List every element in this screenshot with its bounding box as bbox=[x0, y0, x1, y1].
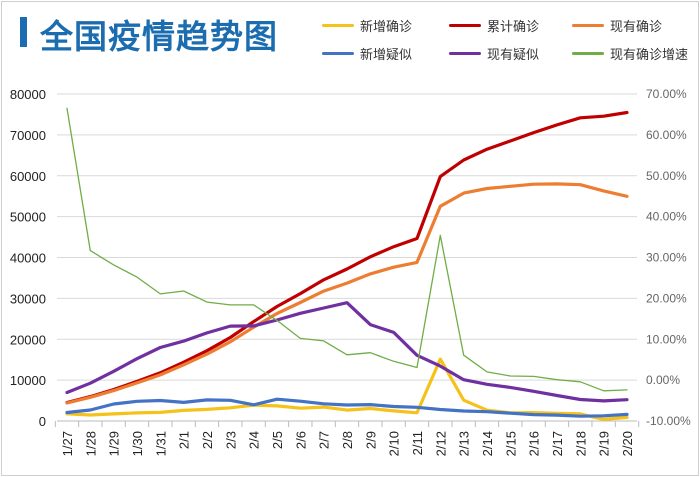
legend-swatch bbox=[449, 52, 481, 55]
y2-tick-label: 60.00% bbox=[646, 128, 687, 142]
x-tick-label: 2/18 bbox=[573, 431, 588, 456]
x-tick-label: 2/1 bbox=[177, 431, 192, 449]
legend-item: 现有确诊增速 bbox=[572, 44, 688, 63]
y2-tick-label: 50.00% bbox=[646, 169, 687, 183]
y2-tick-label: 0.00% bbox=[646, 373, 680, 387]
series-line-现有确诊 bbox=[65, 182, 629, 405]
title-accent-bar bbox=[20, 17, 27, 47]
legend-item: 现有疑似 bbox=[449, 44, 539, 63]
x-tick-label: 2/5 bbox=[270, 431, 285, 449]
x-tick-label: 2/15 bbox=[503, 431, 518, 456]
x-tick-label: 2/12 bbox=[433, 431, 448, 456]
x-tick-label: 2/7 bbox=[317, 431, 332, 449]
series-line-累计确诊 bbox=[65, 110, 629, 405]
x-tick-label: 2/20 bbox=[620, 431, 635, 456]
x-tick-label: 1/30 bbox=[130, 431, 145, 456]
legend-item: 新增疑似 bbox=[322, 44, 412, 63]
y2-tick-label: 70.00% bbox=[646, 87, 687, 101]
legend-label: 现有疑似 bbox=[487, 48, 540, 63]
y-tick-label: 60000 bbox=[10, 169, 46, 184]
legend-item: 现有确诊 bbox=[572, 16, 662, 35]
y-tick-label: 20000 bbox=[10, 332, 46, 347]
legend-label: 累计确诊 bbox=[487, 20, 540, 35]
legend-item: 累计确诊 bbox=[449, 16, 539, 35]
legend-label: 现有确诊 bbox=[610, 20, 663, 35]
y-tick-label: 0 bbox=[39, 414, 46, 429]
x-tick-label: 2/3 bbox=[223, 431, 238, 449]
x-tick-label: 2/2 bbox=[200, 431, 215, 449]
x-tick-label: 2/11 bbox=[410, 431, 425, 455]
x-tick-label: 2/14 bbox=[480, 431, 495, 456]
y-tick-label: 40000 bbox=[10, 251, 46, 266]
x-tick-label: 1/31 bbox=[153, 431, 168, 456]
legend-swatch bbox=[449, 24, 481, 27]
x-tick-label: 2/13 bbox=[457, 431, 472, 456]
y-tick-label: 10000 bbox=[10, 373, 46, 388]
series-line-现有疑似 bbox=[65, 301, 629, 403]
x-tick-label: 1/27 bbox=[60, 431, 75, 456]
legend-swatch bbox=[572, 24, 604, 27]
legend-swatch bbox=[572, 52, 604, 55]
y-tick-label: 50000 bbox=[10, 210, 46, 225]
legend-label: 现有确诊增速 bbox=[610, 48, 689, 63]
series-line-新增疑似 bbox=[65, 397, 629, 418]
y2-tick-label: 30.00% bbox=[646, 251, 687, 265]
x-tick-label: 2/19 bbox=[597, 431, 612, 456]
x-tick-label: 2/6 bbox=[293, 431, 308, 449]
x-tick-label: 2/9 bbox=[363, 431, 378, 449]
chart-title: 全国疫情趋势图 bbox=[40, 17, 278, 56]
x-tick-label: 2/17 bbox=[550, 431, 565, 456]
y2-tick-label: 10.00% bbox=[646, 332, 687, 346]
y-tick-label: 70000 bbox=[10, 128, 46, 143]
y2-tick-label: 20.00% bbox=[646, 291, 687, 305]
series-line-现有确诊增速 bbox=[66, 107, 628, 392]
x-tick-label: 2/8 bbox=[340, 431, 355, 449]
legend-item: 新增确诊 bbox=[322, 16, 412, 35]
legend-swatch bbox=[322, 52, 354, 55]
y-tick-label: 80000 bbox=[10, 87, 46, 102]
y-tick-label: 30000 bbox=[10, 291, 46, 306]
x-tick-label: 2/10 bbox=[387, 431, 402, 456]
legend-label: 新增确诊 bbox=[360, 20, 413, 35]
series-line-新增确诊 bbox=[65, 357, 629, 421]
x-tick-label: 1/29 bbox=[107, 431, 122, 456]
legend-swatch bbox=[322, 24, 354, 27]
x-tick-label: 2/16 bbox=[527, 431, 542, 456]
y2-tick-label: 40.00% bbox=[646, 210, 687, 224]
x-tick-label: 1/28 bbox=[83, 431, 98, 456]
y2-tick-label: -10.00% bbox=[646, 414, 691, 428]
legend-label: 新增疑似 bbox=[360, 48, 413, 63]
x-tick-label: 2/4 bbox=[247, 431, 262, 449]
